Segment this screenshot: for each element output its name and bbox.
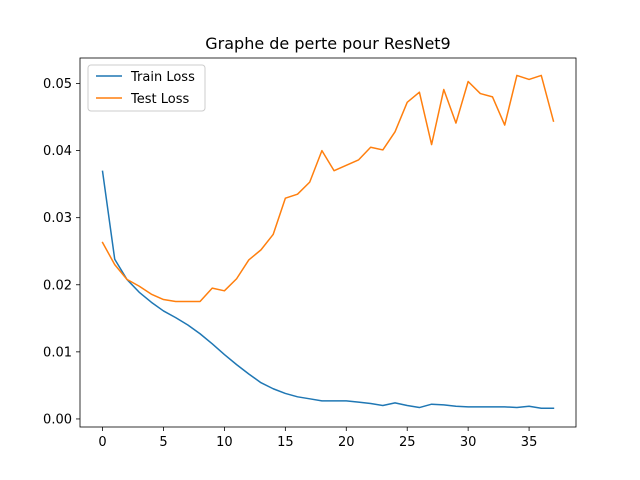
legend-label: Test Loss (130, 92, 189, 107)
x-tick-label: 20 (338, 435, 355, 450)
y-tick-label: 0.04 (43, 144, 72, 159)
y-tick-label: 0.05 (43, 77, 72, 92)
y-tick-label: 0.03 (43, 211, 72, 226)
y-tick-label: 0.02 (43, 278, 72, 293)
x-tick-label: 5 (159, 435, 167, 450)
x-tick-label: 10 (216, 435, 233, 450)
series-line-test-loss (101, 74, 555, 303)
axes-layer: 0 5 10 15 20 25 30 35 0.00 0.01 0.02 0.03 0.04 0.05 (43, 57, 577, 450)
x-tick-label: 35 (521, 435, 538, 450)
legend-label: Train Loss (130, 70, 195, 85)
legend: Train Loss Test Loss (87, 64, 206, 112)
x-tick-label: 15 (277, 435, 294, 450)
x-tick-label: 25 (399, 435, 416, 450)
series-line-train-loss (101, 170, 555, 409)
x-tick-label: 0 (98, 435, 106, 450)
x-tick-label: 30 (460, 435, 477, 450)
y-tick-label: 0.01 (43, 345, 72, 360)
axes-frame (79, 57, 577, 428)
y-tick-label: 0.00 (43, 412, 72, 427)
chart-title: Graphe de perte pour ResNet9 (205, 34, 450, 53)
plot-layer (101, 74, 555, 409)
